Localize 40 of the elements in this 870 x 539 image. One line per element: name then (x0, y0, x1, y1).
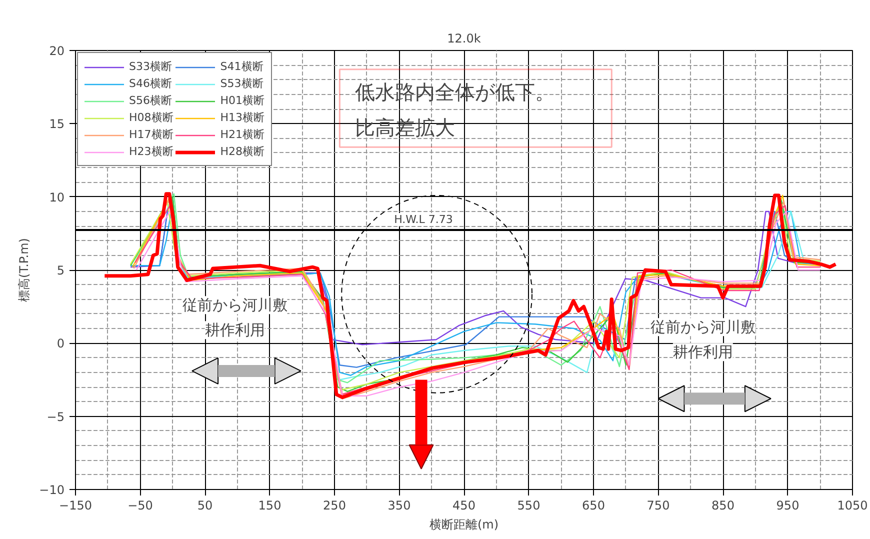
legend-label: S46横断 (129, 76, 172, 91)
legend-label: S41横断 (220, 59, 264, 74)
y-tick-label: 5 (56, 264, 65, 278)
legend-label: H17横断 (129, 127, 174, 142)
legend-label: S33横断 (129, 59, 172, 74)
annotation: 従前から河川敷 (182, 296, 288, 314)
x-axis-title: 横断距離(m) (429, 518, 499, 532)
x-tick-label: 650 (582, 498, 605, 512)
x-tick-label: 1050 (837, 498, 868, 512)
legend-label: S53横断 (220, 76, 264, 91)
y-tick-label: 20 (49, 44, 65, 58)
y-tick-label: 0 (56, 336, 65, 351)
annotation: 耕作利用 (204, 321, 265, 340)
legend-label: H08横断 (129, 110, 174, 125)
ref-line-label: H.W.L 7.73 (394, 213, 453, 226)
y-axis-title: 標高(T.P.m) (17, 238, 32, 302)
x-tick-label: −150 (59, 498, 92, 512)
legend-label: H13横断 (220, 110, 265, 125)
x-tick-label: 950 (776, 498, 800, 512)
legend-label: H21横断 (220, 127, 265, 142)
legend-label: H28横断 (220, 144, 265, 159)
annotation: 耕作利用 (672, 343, 733, 362)
legend-label: S56横断 (129, 93, 172, 108)
x-tick-label: 550 (517, 498, 540, 512)
y-tick-label: −5 (46, 410, 65, 424)
x-tick-label: 450 (452, 498, 476, 512)
x-tick-label: 50 (197, 498, 213, 512)
x-tick-label: −50 (128, 498, 153, 512)
legend-label: H01横断 (220, 93, 265, 108)
y-tick-label: 15 (49, 117, 65, 132)
x-tick-label: 750 (646, 498, 670, 512)
x-tick-label: 250 (323, 498, 346, 512)
x-tick-label: 150 (258, 498, 282, 512)
x-tick-label: 850 (712, 498, 734, 512)
chart-title: 12.0k (447, 32, 481, 46)
y-tick-label: −10 (39, 483, 65, 497)
legend-label: H23横断 (129, 144, 174, 159)
x-tick-label: 350 (388, 498, 411, 512)
y-tick-label: 10 (49, 190, 65, 204)
annotation: 従前から河川敷 (650, 318, 756, 336)
